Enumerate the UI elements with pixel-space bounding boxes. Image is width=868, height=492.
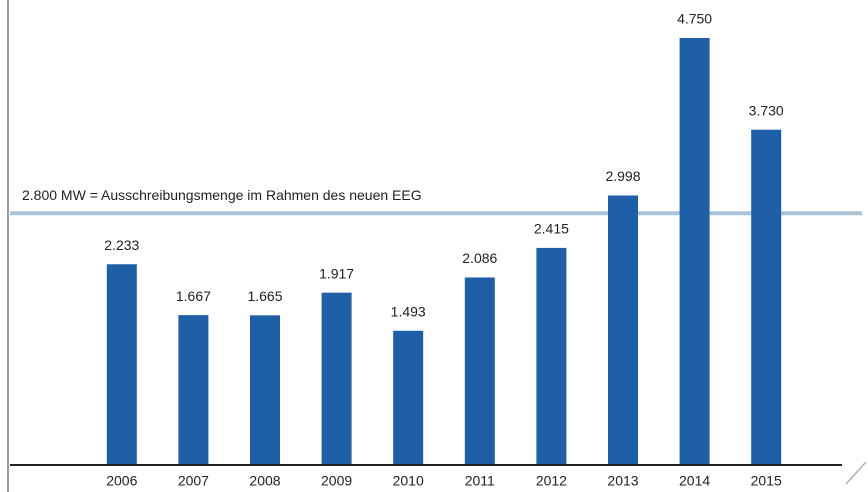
x-tick-label: 2006 <box>106 473 137 489</box>
bar <box>250 315 280 465</box>
value-label: 2.415 <box>534 221 569 237</box>
value-label: 3.730 <box>749 102 784 118</box>
bar <box>608 195 638 465</box>
x-tick-label: 2009 <box>321 473 352 489</box>
value-label: 4.750 <box>677 11 712 27</box>
frame-corner <box>845 461 867 485</box>
bar <box>393 330 424 465</box>
value-label: 1.493 <box>391 303 426 319</box>
value-label: 2.998 <box>605 168 640 184</box>
value-label: 1.665 <box>247 288 282 304</box>
bar <box>751 129 782 465</box>
bar <box>106 264 137 465</box>
bar <box>321 292 352 465</box>
x-tick-label: 2010 <box>393 473 424 489</box>
reference-label: 2.800 MW = Ausschreibungsmenge im Rahmen… <box>22 187 422 203</box>
value-label: 1.917 <box>319 265 354 281</box>
x-tick-label: 2007 <box>178 473 209 489</box>
x-tick-label: 2014 <box>679 473 710 489</box>
x-tick-label: 2008 <box>249 473 280 489</box>
x-tick-label: 2012 <box>536 473 567 489</box>
bar <box>178 315 209 465</box>
bar <box>679 37 710 465</box>
bar <box>464 277 495 465</box>
bar <box>536 247 567 465</box>
value-label: 2.086 <box>462 250 497 266</box>
value-label: 2.233 <box>104 237 139 253</box>
x-tick-label: 2013 <box>607 473 638 489</box>
x-tick-label: 2011 <box>465 473 495 489</box>
x-tick-label: 2015 <box>751 473 782 489</box>
value-label: 1.667 <box>176 288 211 304</box>
